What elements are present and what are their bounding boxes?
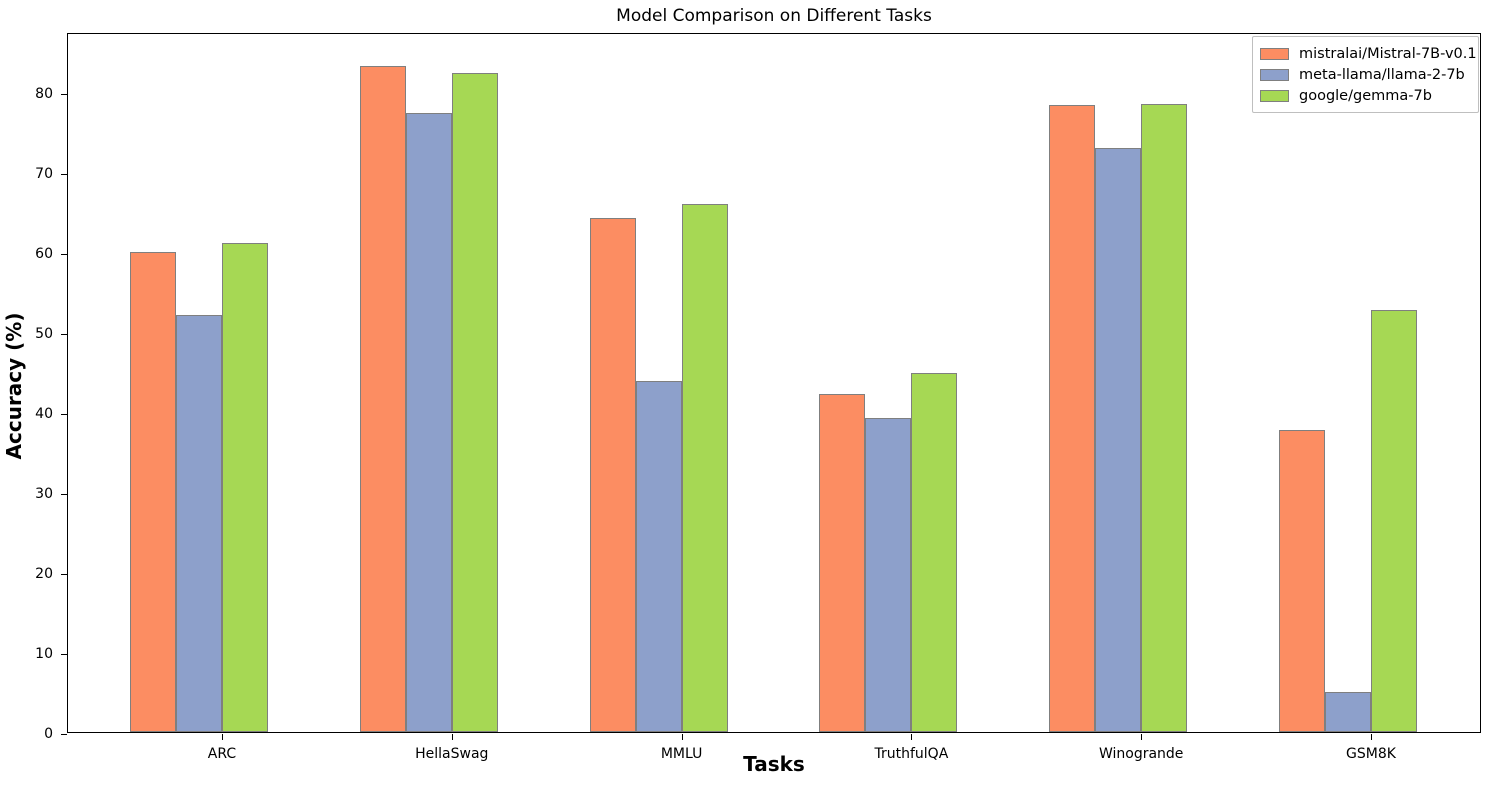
- x-tick-label-ARC: ARC: [207, 746, 237, 762]
- y-tick-label: 60: [35, 246, 53, 262]
- bar-TruthfulQA-series-0: [819, 394, 866, 732]
- bar-Winogrande-series-1: [1095, 148, 1142, 732]
- x-tick-mark: [451, 734, 453, 740]
- x-tick-label-MMLU: MMLU: [660, 746, 703, 762]
- chart-title: Model Comparison on Different Tasks: [616, 6, 932, 26]
- y-tick-label: 50: [35, 326, 53, 342]
- y-tick-mark: [61, 653, 67, 655]
- x-tick-mark: [681, 734, 683, 740]
- legend-row: google/gemma-7b: [1260, 85, 1470, 106]
- bar-MMLU-series-2: [681, 204, 728, 732]
- x-tick-mark: [222, 734, 223, 740]
- y-tick-label: 20: [35, 566, 53, 582]
- bar-HellaSwag-series-2: [451, 72, 498, 732]
- y-tick-label: 0: [44, 726, 53, 742]
- bar-TruthfulQA-series-2: [911, 372, 958, 732]
- bar-HellaSwag-series-0: [359, 65, 406, 732]
- y-tick-mark: [61, 573, 67, 575]
- legend-swatch-icon: [1260, 47, 1289, 60]
- legend-label: mistralai/Mistral-7B-v0.1: [1299, 45, 1477, 62]
- legend-label: meta-llama/llama-2-7b: [1299, 66, 1465, 83]
- legend-swatch-icon: [1260, 68, 1289, 81]
- bar-GSM8K-series-1: [1325, 692, 1371, 732]
- x-axis-label: Tasks: [743, 752, 805, 776]
- y-tick-mark: [61, 493, 67, 495]
- bar-Winogrande-series-0: [1049, 104, 1096, 732]
- y-tick-label: 40: [35, 406, 53, 422]
- y-tick-mark: [61, 333, 67, 335]
- legend-row: meta-llama/llama-2-7b: [1260, 64, 1470, 85]
- x-tick-label-Winogrande: Winogrande: [1098, 746, 1184, 762]
- bar-ARC-series-0: [130, 252, 176, 732]
- bar-MMLU-series-1: [635, 380, 682, 732]
- bar-ARC-series-2: [222, 243, 268, 732]
- y-tick-label: 30: [35, 486, 53, 502]
- y-tick-label: 80: [35, 86, 53, 102]
- y-tick-mark: [61, 413, 67, 415]
- plot-area: 0 10 20 30 40 50 60 70 80 ARC HellaSwag MMLU Truthfu…: [35, 33, 1481, 762]
- bar-TruthfulQA-series-1: [865, 417, 912, 732]
- bar-Winogrande-series-2: [1141, 104, 1188, 732]
- x-tick-label-HellaSwag: HellaSwag: [415, 746, 489, 762]
- legend-row: mistralai/Mistral-7B-v0.1: [1260, 43, 1477, 64]
- y-tick-mark: [61, 93, 67, 95]
- y-tick-mark: [61, 173, 67, 175]
- legend-swatch-icon: [1260, 89, 1289, 102]
- y-tick-mark: [61, 733, 67, 735]
- x-tick-mark: [911, 734, 913, 740]
- y-tick-label: 10: [35, 646, 53, 662]
- legend-label: google/gemma-7b: [1299, 87, 1432, 104]
- bar-HellaSwag-series-1: [405, 112, 452, 732]
- x-tick-label-TruthfulQA: TruthfulQA: [874, 746, 949, 762]
- bar-MMLU-series-0: [589, 218, 636, 732]
- x-tick-label-GSM8K: GSM8K: [1346, 746, 1396, 762]
- bar-GSM8K-series-2: [1371, 309, 1417, 732]
- bar-GSM8K-series-0: [1279, 429, 1325, 732]
- x-tick-mark: [1141, 734, 1143, 740]
- bar-ARC-series-1: [176, 315, 222, 732]
- x-tick-mark: [1371, 734, 1372, 740]
- y-axis-label: Accuracy (%): [2, 312, 26, 460]
- legend: mistralai/Mistral-7B-v0.1 meta-llama/llam…: [1252, 36, 1479, 113]
- y-tick-label: 70: [35, 166, 53, 182]
- y-tick-mark: [61, 253, 67, 255]
